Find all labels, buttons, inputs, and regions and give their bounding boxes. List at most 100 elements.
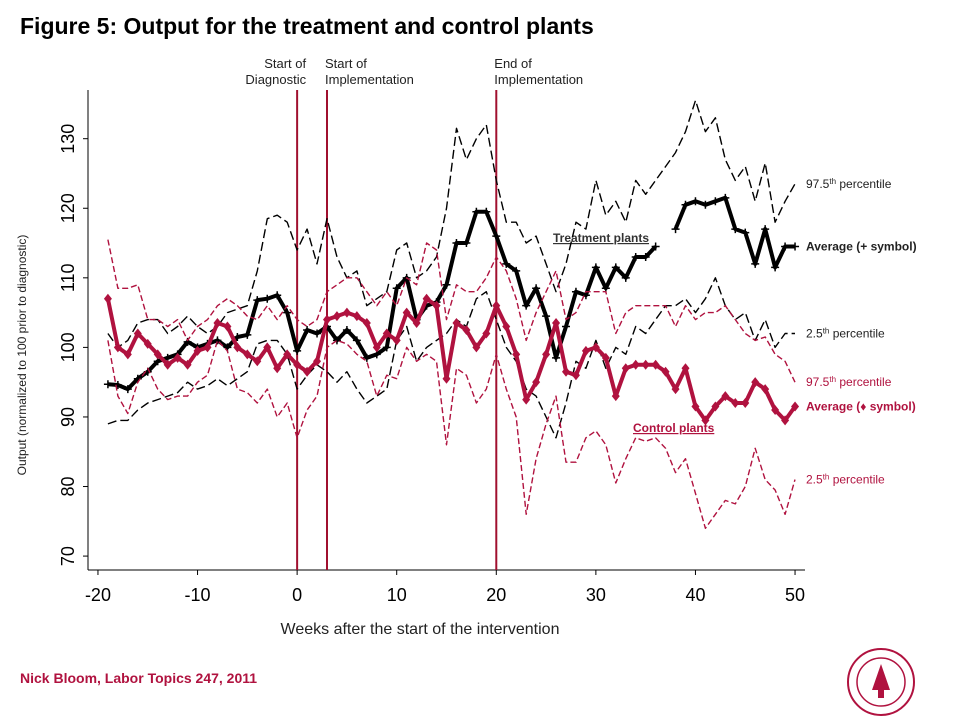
diamond-marker xyxy=(103,293,112,304)
diamond-marker xyxy=(781,415,790,426)
plus-marker xyxy=(273,291,282,300)
plus-marker xyxy=(781,242,790,251)
plus-marker xyxy=(532,284,541,293)
plus-marker xyxy=(601,284,610,293)
diamond-marker xyxy=(203,342,212,353)
diamond-marker xyxy=(761,384,770,395)
plus-marker xyxy=(771,263,780,272)
seal-tree xyxy=(872,664,890,698)
plus-marker xyxy=(472,207,481,216)
series-label: 97.5th percentile xyxy=(806,176,892,191)
event-label: Start of xyxy=(325,56,367,71)
diamond-marker xyxy=(283,349,292,360)
plus-marker xyxy=(462,239,471,248)
y-tick-label: 110 xyxy=(58,263,78,292)
event-label: Implementation xyxy=(494,72,583,87)
series-label: Average (♦ symbol) xyxy=(806,400,916,414)
diamond-marker xyxy=(452,318,461,329)
plus-marker xyxy=(522,301,531,310)
plus-marker xyxy=(701,200,710,209)
plus-marker xyxy=(303,326,312,334)
diamond-marker xyxy=(562,366,570,377)
diamond-marker xyxy=(213,318,222,329)
diamond-marker xyxy=(382,328,391,339)
diamond-marker xyxy=(143,338,152,349)
x-tick-label: -10 xyxy=(185,585,211,605)
series-label: Average (+ symbol) xyxy=(806,240,917,254)
diamond-marker xyxy=(482,328,491,339)
plus-marker xyxy=(342,326,351,334)
plus-marker xyxy=(253,296,262,305)
average-line xyxy=(105,296,797,423)
diamond-marker xyxy=(542,349,551,360)
plus-marker xyxy=(791,242,800,251)
plus-marker xyxy=(352,336,361,345)
diamond-marker xyxy=(362,318,371,329)
diamond-marker xyxy=(601,352,610,363)
percentile-line xyxy=(107,339,796,529)
event-label: End of xyxy=(494,56,532,71)
diamond-marker xyxy=(442,373,451,384)
plus-marker xyxy=(711,197,720,206)
diamond-marker xyxy=(313,356,322,367)
diamond-marker xyxy=(183,359,192,370)
diamond-marker xyxy=(113,342,122,353)
plus-marker xyxy=(332,336,341,345)
diamond-marker xyxy=(173,352,182,363)
diamond-marker xyxy=(771,405,780,415)
diamond-marker xyxy=(472,342,481,353)
plus-marker xyxy=(482,207,491,216)
diamond-marker xyxy=(253,356,262,367)
plus-marker xyxy=(741,228,750,237)
diamond-marker xyxy=(741,398,750,409)
diamond-marker xyxy=(721,391,730,402)
plus-marker xyxy=(691,197,700,206)
plus-marker xyxy=(293,346,302,355)
plus-marker xyxy=(641,252,650,261)
x-axis-label: Weeks after the start of the interventio… xyxy=(281,621,560,638)
diamond-marker xyxy=(402,307,411,318)
plus-marker xyxy=(631,252,640,261)
diamond-marker xyxy=(691,401,700,412)
footer: Nick Bloom, Labor Topics 247, 2011 xyxy=(20,670,257,686)
plus-marker xyxy=(263,294,272,303)
series-label: 2.5th percentile xyxy=(806,472,885,487)
diamond-marker xyxy=(552,318,561,329)
plus-marker xyxy=(382,343,391,352)
plus-marker xyxy=(213,336,222,345)
diamond-marker xyxy=(193,345,202,356)
diamond-marker xyxy=(412,318,421,329)
diamond-marker xyxy=(462,325,471,335)
diamond-marker xyxy=(303,366,312,377)
y-tick-label: 120 xyxy=(58,193,78,223)
diamond-marker xyxy=(323,314,331,325)
plus-marker xyxy=(123,385,132,394)
plus-marker xyxy=(103,380,112,389)
diamond-marker xyxy=(392,335,401,346)
plus-marker xyxy=(492,232,501,241)
seal-inner xyxy=(856,657,906,707)
series-label: 2.5th percentile xyxy=(806,326,885,341)
percentile-line xyxy=(107,277,795,439)
plus-marker xyxy=(442,280,451,289)
diamond-marker xyxy=(502,321,511,332)
plus-marker xyxy=(502,259,511,268)
y-tick-label: 80 xyxy=(58,477,78,497)
diamond-marker xyxy=(332,311,341,322)
plus-marker xyxy=(681,200,690,209)
plus-marker xyxy=(552,353,561,362)
x-tick-label: 30 xyxy=(586,585,606,605)
diamond-marker xyxy=(432,300,441,311)
event-label: Implementation xyxy=(325,72,414,87)
chart-title: Figure 5: Output for the treatment and c… xyxy=(20,13,594,39)
diamond-marker xyxy=(293,359,302,370)
diamond-marker xyxy=(133,328,142,339)
diamond-marker xyxy=(532,377,541,388)
diamond-marker xyxy=(581,345,590,356)
plus-marker xyxy=(591,263,600,272)
series-label: 97.5th percentile xyxy=(806,375,892,390)
diamond-marker xyxy=(163,359,172,370)
diamond-marker xyxy=(791,401,800,412)
x-tick-label: 0 xyxy=(292,585,302,605)
